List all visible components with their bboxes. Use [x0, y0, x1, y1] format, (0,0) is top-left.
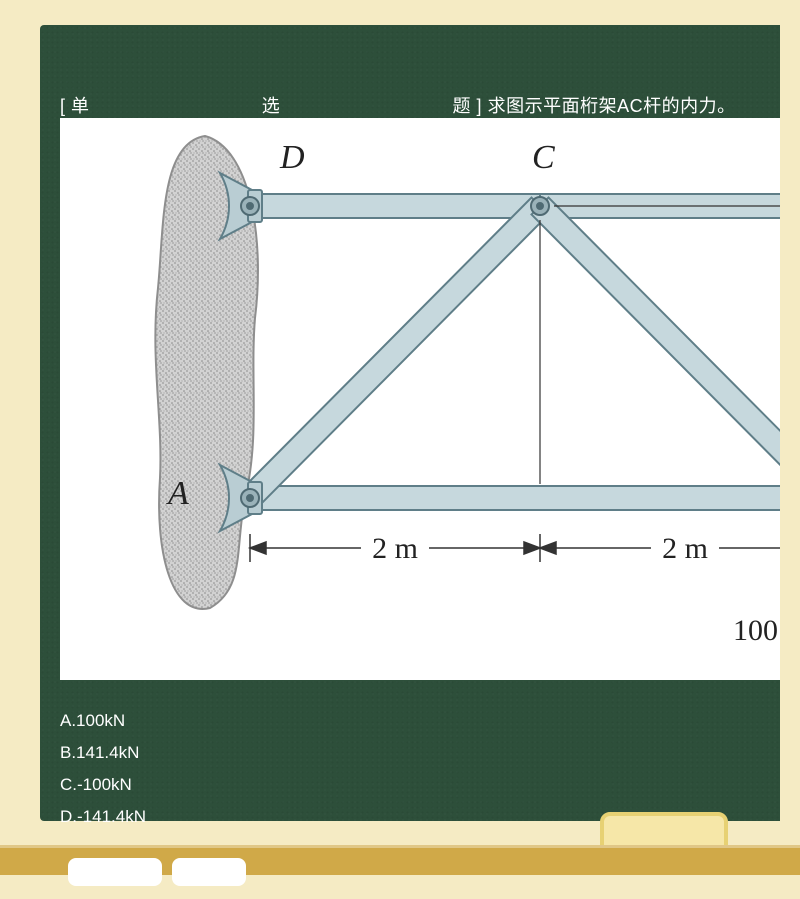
option-A[interactable]: A.100kN — [60, 705, 146, 737]
dim-labels: 2 m 2 m 100 — [372, 532, 778, 647]
quiz-card: [ 单 选 题 ] 求图示平面桁架AC杆的内力。 — [10, 0, 790, 880]
pill-button-1[interactable] — [68, 858, 162, 886]
option-D[interactable]: D.-141.4kN — [60, 801, 146, 833]
bracket-open: [ — [60, 96, 66, 116]
bracket-close: ] — [477, 96, 483, 116]
label-D: D — [279, 139, 305, 176]
option-C[interactable]: C.-100kN — [60, 769, 146, 801]
question-text: [ 单 选 题 ] 求图示平面桁架AC杆的内力。 — [60, 92, 780, 118]
pill-button-2[interactable] — [172, 858, 246, 886]
force-label: 100 — [733, 614, 778, 647]
dim-label-2: 2 m — [662, 532, 708, 565]
dim-label-1: 2 m — [372, 532, 418, 565]
label-A: A — [166, 475, 189, 512]
truss-figure: D C A 2 m 2 m 100 — [60, 118, 780, 680]
option-B[interactable]: B.141.4kN — [60, 737, 146, 769]
label-C: C — [532, 139, 555, 176]
question-type: 单 选 题 — [71, 92, 471, 118]
question-body: 求图示平面桁架AC杆的内力。 — [488, 96, 736, 116]
answer-options: A.100kN B.141.4kN C.-100kN D.-141.4kN — [60, 705, 146, 833]
truss-members — [241, 194, 780, 510]
truss-svg: D C A 2 m 2 m 100 — [60, 118, 780, 680]
